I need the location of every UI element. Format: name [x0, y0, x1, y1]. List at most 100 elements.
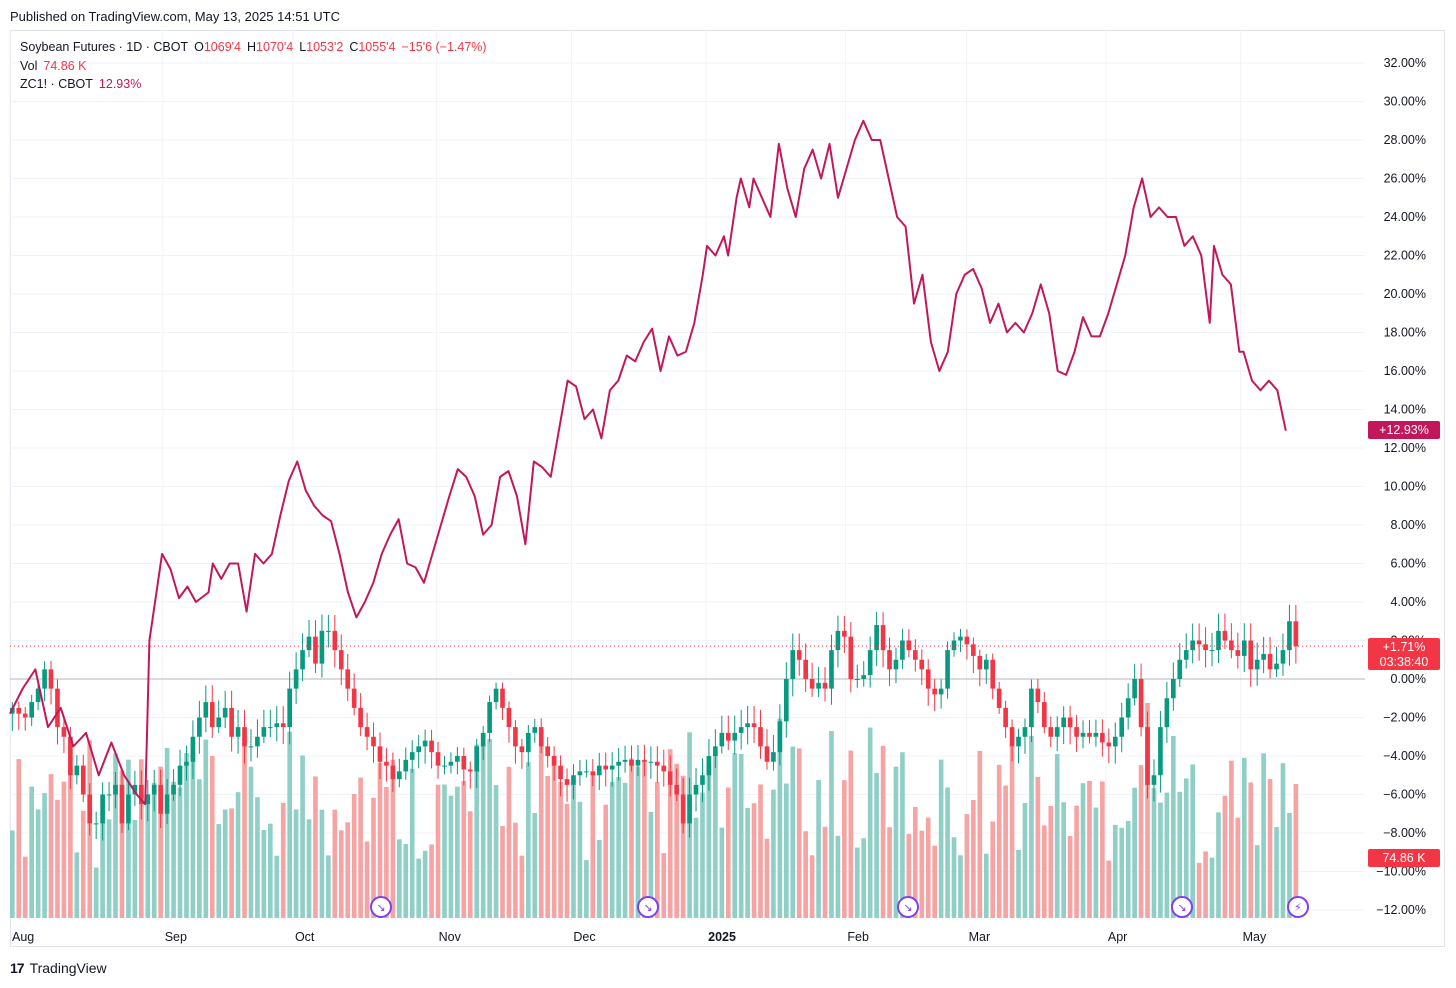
candle-body — [158, 784, 163, 814]
candle-body — [829, 650, 834, 689]
volume-bar — [835, 835, 841, 918]
volume-bar — [377, 762, 383, 918]
candle-body — [958, 636, 963, 641]
candle-body — [616, 761, 621, 766]
candle-body — [1203, 644, 1208, 651]
x-tick-label: Apr — [1108, 930, 1127, 944]
legend-vol-label[interactable]: Vol — [20, 58, 38, 73]
candle-body — [377, 746, 383, 762]
volume-bar — [790, 746, 796, 918]
candle-body — [126, 794, 131, 824]
candle-body — [345, 669, 351, 689]
volume-bar — [1229, 760, 1234, 918]
candle-body — [867, 650, 873, 676]
y-tick-label: 4.00% — [1391, 595, 1426, 609]
candle-body — [1293, 621, 1299, 647]
event-flash-icon[interactable]: ⚡ — [1287, 896, 1309, 918]
volume-bar — [358, 777, 363, 918]
candle-body — [280, 723, 286, 728]
candle-body — [461, 756, 467, 770]
volume-bar — [938, 759, 944, 918]
candle-body — [29, 702, 34, 718]
y-tick-label: 22.00% — [1384, 249, 1426, 263]
candle-body — [564, 779, 570, 785]
volume-bar — [409, 768, 415, 918]
candle-body — [745, 723, 750, 728]
volume-bar — [216, 824, 222, 918]
candle-body — [442, 765, 447, 767]
x-tick-label: Nov — [439, 930, 462, 944]
volume-bar — [564, 803, 570, 918]
candle-body — [1241, 640, 1247, 656]
volume-bar — [493, 785, 499, 918]
legend-symbol[interactable]: Soybean Futures · 1D · CBOT — [20, 40, 189, 54]
volume-bar — [158, 766, 163, 918]
candle-body — [693, 784, 699, 795]
candle-body — [145, 794, 151, 805]
candle-body — [16, 707, 22, 714]
candle-body — [332, 630, 338, 651]
candle-body — [351, 688, 357, 708]
candle-body — [906, 640, 912, 651]
legend-open-value: 1069'4 — [203, 40, 242, 54]
event-dividend-icon[interactable]: ↘ — [370, 896, 392, 918]
volume-bar — [364, 841, 370, 918]
candle-body — [913, 650, 918, 660]
volume-bar — [29, 786, 34, 918]
volume-bar — [680, 775, 686, 918]
volume-bar — [274, 855, 280, 918]
event-dividend-icon[interactable]: ↘ — [897, 896, 919, 918]
volume-bar — [177, 787, 183, 918]
volume-bar — [1164, 792, 1170, 918]
candle-body — [1087, 732, 1092, 737]
candle-body — [642, 759, 647, 762]
volume-bar — [151, 782, 157, 918]
candle-body — [371, 736, 376, 747]
volume-bar — [648, 811, 654, 918]
candle-body — [577, 771, 583, 776]
candle-body — [596, 765, 602, 776]
volume-bar — [667, 749, 673, 918]
candle-body — [1229, 640, 1234, 651]
legend-compare-label[interactable]: ZC1! · CBOT — [20, 77, 93, 91]
volume-bar — [455, 786, 460, 918]
legend-close-value: 1055'4 — [358, 40, 396, 54]
footer-brand[interactable]: 17 TradingView — [10, 960, 107, 976]
volume-bar — [42, 793, 47, 918]
volume-bar — [1074, 805, 1079, 918]
candle-body — [216, 717, 222, 728]
candle-body — [951, 640, 957, 651]
candle-body — [68, 736, 73, 776]
volume-bar — [958, 855, 963, 918]
volume-bar — [977, 750, 983, 918]
candle-body — [197, 717, 202, 737]
candle-body — [635, 759, 641, 766]
candle-body — [725, 732, 731, 741]
volume-bar — [1048, 805, 1054, 918]
candle-body — [1248, 640, 1254, 670]
volume-bar — [983, 853, 989, 918]
candle-body — [151, 784, 157, 795]
volume-bar — [693, 817, 699, 918]
volume-bar — [577, 801, 583, 918]
candle-body — [293, 669, 299, 689]
y-tick-label: 28.00% — [1384, 133, 1426, 147]
volume-bar — [1274, 826, 1279, 918]
volume-bar — [1151, 788, 1157, 918]
candle-body — [429, 740, 434, 753]
volume-bar — [1054, 753, 1060, 918]
legend-low-label: L — [299, 40, 307, 54]
candle-body — [48, 669, 54, 689]
candle-body — [42, 669, 47, 689]
volume-bar — [351, 793, 357, 918]
volume-bar — [1029, 735, 1034, 918]
volume-bar — [261, 830, 267, 918]
event-dividend-icon[interactable]: ↘ — [1171, 896, 1193, 918]
volume-bar — [242, 735, 247, 918]
event-dividend-icon[interactable]: ↘ — [637, 896, 659, 918]
candle-body — [1274, 663, 1279, 670]
candle-body — [590, 771, 596, 776]
event-marker-glyph: ↘ — [903, 901, 912, 914]
y-tick-label: 26.00% — [1384, 172, 1426, 186]
